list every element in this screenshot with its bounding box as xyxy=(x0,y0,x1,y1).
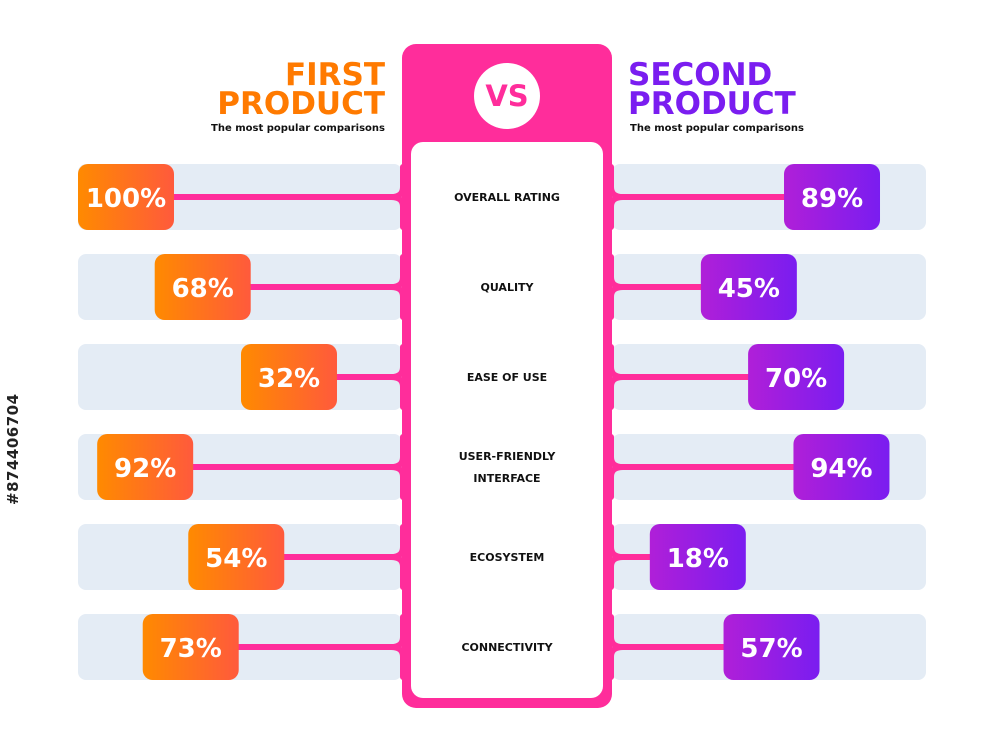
category-label: QUALITY xyxy=(480,281,534,294)
second-product-title-line1: SECOND xyxy=(628,57,772,93)
category-label: EASE OF USE xyxy=(467,371,547,384)
value-label-first-product: 73% xyxy=(160,634,222,664)
category-label: ECOSYSTEM xyxy=(470,551,545,564)
bar-second-product xyxy=(748,344,845,410)
bar-first-product xyxy=(142,614,239,680)
value-label-second-product: 57% xyxy=(740,634,802,664)
value-label-second-product: 94% xyxy=(810,454,872,484)
watermark-id: #874406704 xyxy=(4,393,22,505)
first-product-title-line1: FIRST xyxy=(285,57,385,93)
bar-second-product xyxy=(723,614,820,680)
bar-first-product xyxy=(154,254,251,320)
value-label-second-product: 70% xyxy=(765,364,827,394)
first-product-title-line2: PRODUCT xyxy=(217,86,385,122)
second-product-subtitle: The most popular comparisons xyxy=(630,123,804,134)
bar-first-product xyxy=(240,344,337,410)
value-label-first-product: 54% xyxy=(205,544,267,574)
bar-second-product xyxy=(784,164,881,230)
bar-first-product xyxy=(188,524,285,590)
value-label-second-product: 89% xyxy=(801,184,863,214)
category-label: USER-FRIENDLY xyxy=(459,450,557,463)
stock-watermark: #874406704 xyxy=(4,393,22,505)
bar-first-product xyxy=(97,434,194,500)
value-label-second-product: 45% xyxy=(718,274,780,304)
vs-label: VS xyxy=(485,79,528,113)
bar-second-product xyxy=(649,524,746,590)
value-label-first-product: 100% xyxy=(86,184,166,214)
category-labels: OVERALL RATING QUALITY EASE OF USE USER-FRI… xyxy=(454,191,560,654)
center-panel-inner xyxy=(411,142,603,698)
vs-badge xyxy=(474,63,540,129)
value-label-first-product: 68% xyxy=(172,274,234,304)
bar-second-product xyxy=(700,254,797,320)
value-badges: 100% 89% 68% 45% 32% 70% 92% 94% 54% 18% 73% 57% xyxy=(78,164,890,680)
category-label: OVERALL RATING xyxy=(454,191,560,204)
category-label: CONNECTIVITY xyxy=(461,641,553,654)
value-label-first-product: 92% xyxy=(114,454,176,484)
value-label-first-product: 32% xyxy=(258,364,320,394)
first-product-subtitle: The most popular comparisons xyxy=(211,123,385,134)
bar-second-product xyxy=(793,434,890,500)
value-label-second-product: 18% xyxy=(667,544,729,574)
bar-first-product xyxy=(78,164,174,230)
second-product-title-line2: PRODUCT xyxy=(628,86,796,122)
category-label: INTERFACE xyxy=(473,472,540,485)
